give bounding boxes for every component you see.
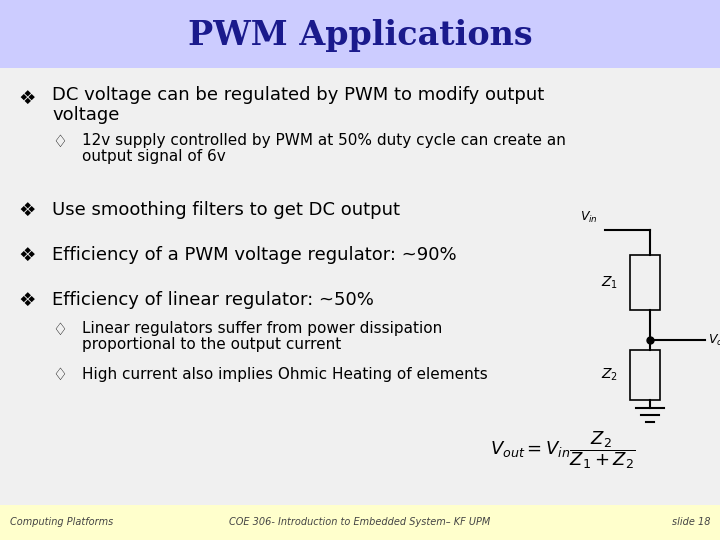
Text: $Z_1$: $Z_1$	[601, 274, 618, 291]
Text: ❖: ❖	[18, 200, 35, 219]
Text: ❖: ❖	[18, 89, 35, 107]
Text: Efficiency of a PWM voltage regulator: ~90%: Efficiency of a PWM voltage regulator: ~…	[52, 246, 456, 264]
Bar	[0, 0, 720, 68]
Text: ♢: ♢	[52, 366, 67, 384]
Text: Linear regulators suffer from power dissipation: Linear regulators suffer from power diss…	[82, 321, 442, 335]
Text: slide 18: slide 18	[672, 517, 710, 527]
Text: 12v supply controlled by PWM at 50% duty cycle can create an: 12v supply controlled by PWM at 50% duty…	[82, 132, 566, 147]
Text: ♢: ♢	[52, 133, 67, 151]
Text: voltage: voltage	[52, 106, 120, 124]
Text: ♢: ♢	[52, 321, 67, 339]
Text: Computing Platforms: Computing Platforms	[10, 517, 113, 527]
Text: Use smoothing filters to get DC output: Use smoothing filters to get DC output	[52, 201, 400, 219]
Text: ❖: ❖	[18, 291, 35, 309]
Text: $Z_2$: $Z_2$	[601, 367, 618, 383]
Text: PWM Applications: PWM Applications	[188, 19, 532, 52]
Bar	[630, 350, 660, 400]
Text: $V_{in}$: $V_{in}$	[580, 210, 598, 225]
Text: DC voltage can be regulated by PWM to modify output: DC voltage can be regulated by PWM to mo…	[52, 86, 544, 104]
Text: proportional to the output current: proportional to the output current	[82, 338, 341, 353]
Bar	[630, 255, 660, 310]
Text: $V_{out} = V_{in}\dfrac{Z_2}{Z_1 + Z_2}$: $V_{out} = V_{in}\dfrac{Z_2}{Z_1 + Z_2}$	[490, 429, 636, 471]
Bar	[0, 505, 720, 540]
Text: Efficiency of linear regulator: ~50%: Efficiency of linear regulator: ~50%	[52, 291, 374, 309]
Text: $V_{out}$: $V_{out}$	[708, 333, 720, 348]
Text: ❖: ❖	[18, 246, 35, 265]
Text: High current also implies Ohmic Heating of elements: High current also implies Ohmic Heating …	[82, 368, 487, 382]
Text: output signal of 6v: output signal of 6v	[82, 150, 226, 165]
Text: COE 306- Introduction to Embedded System– KF UPM: COE 306- Introduction to Embedded System…	[230, 517, 490, 527]
